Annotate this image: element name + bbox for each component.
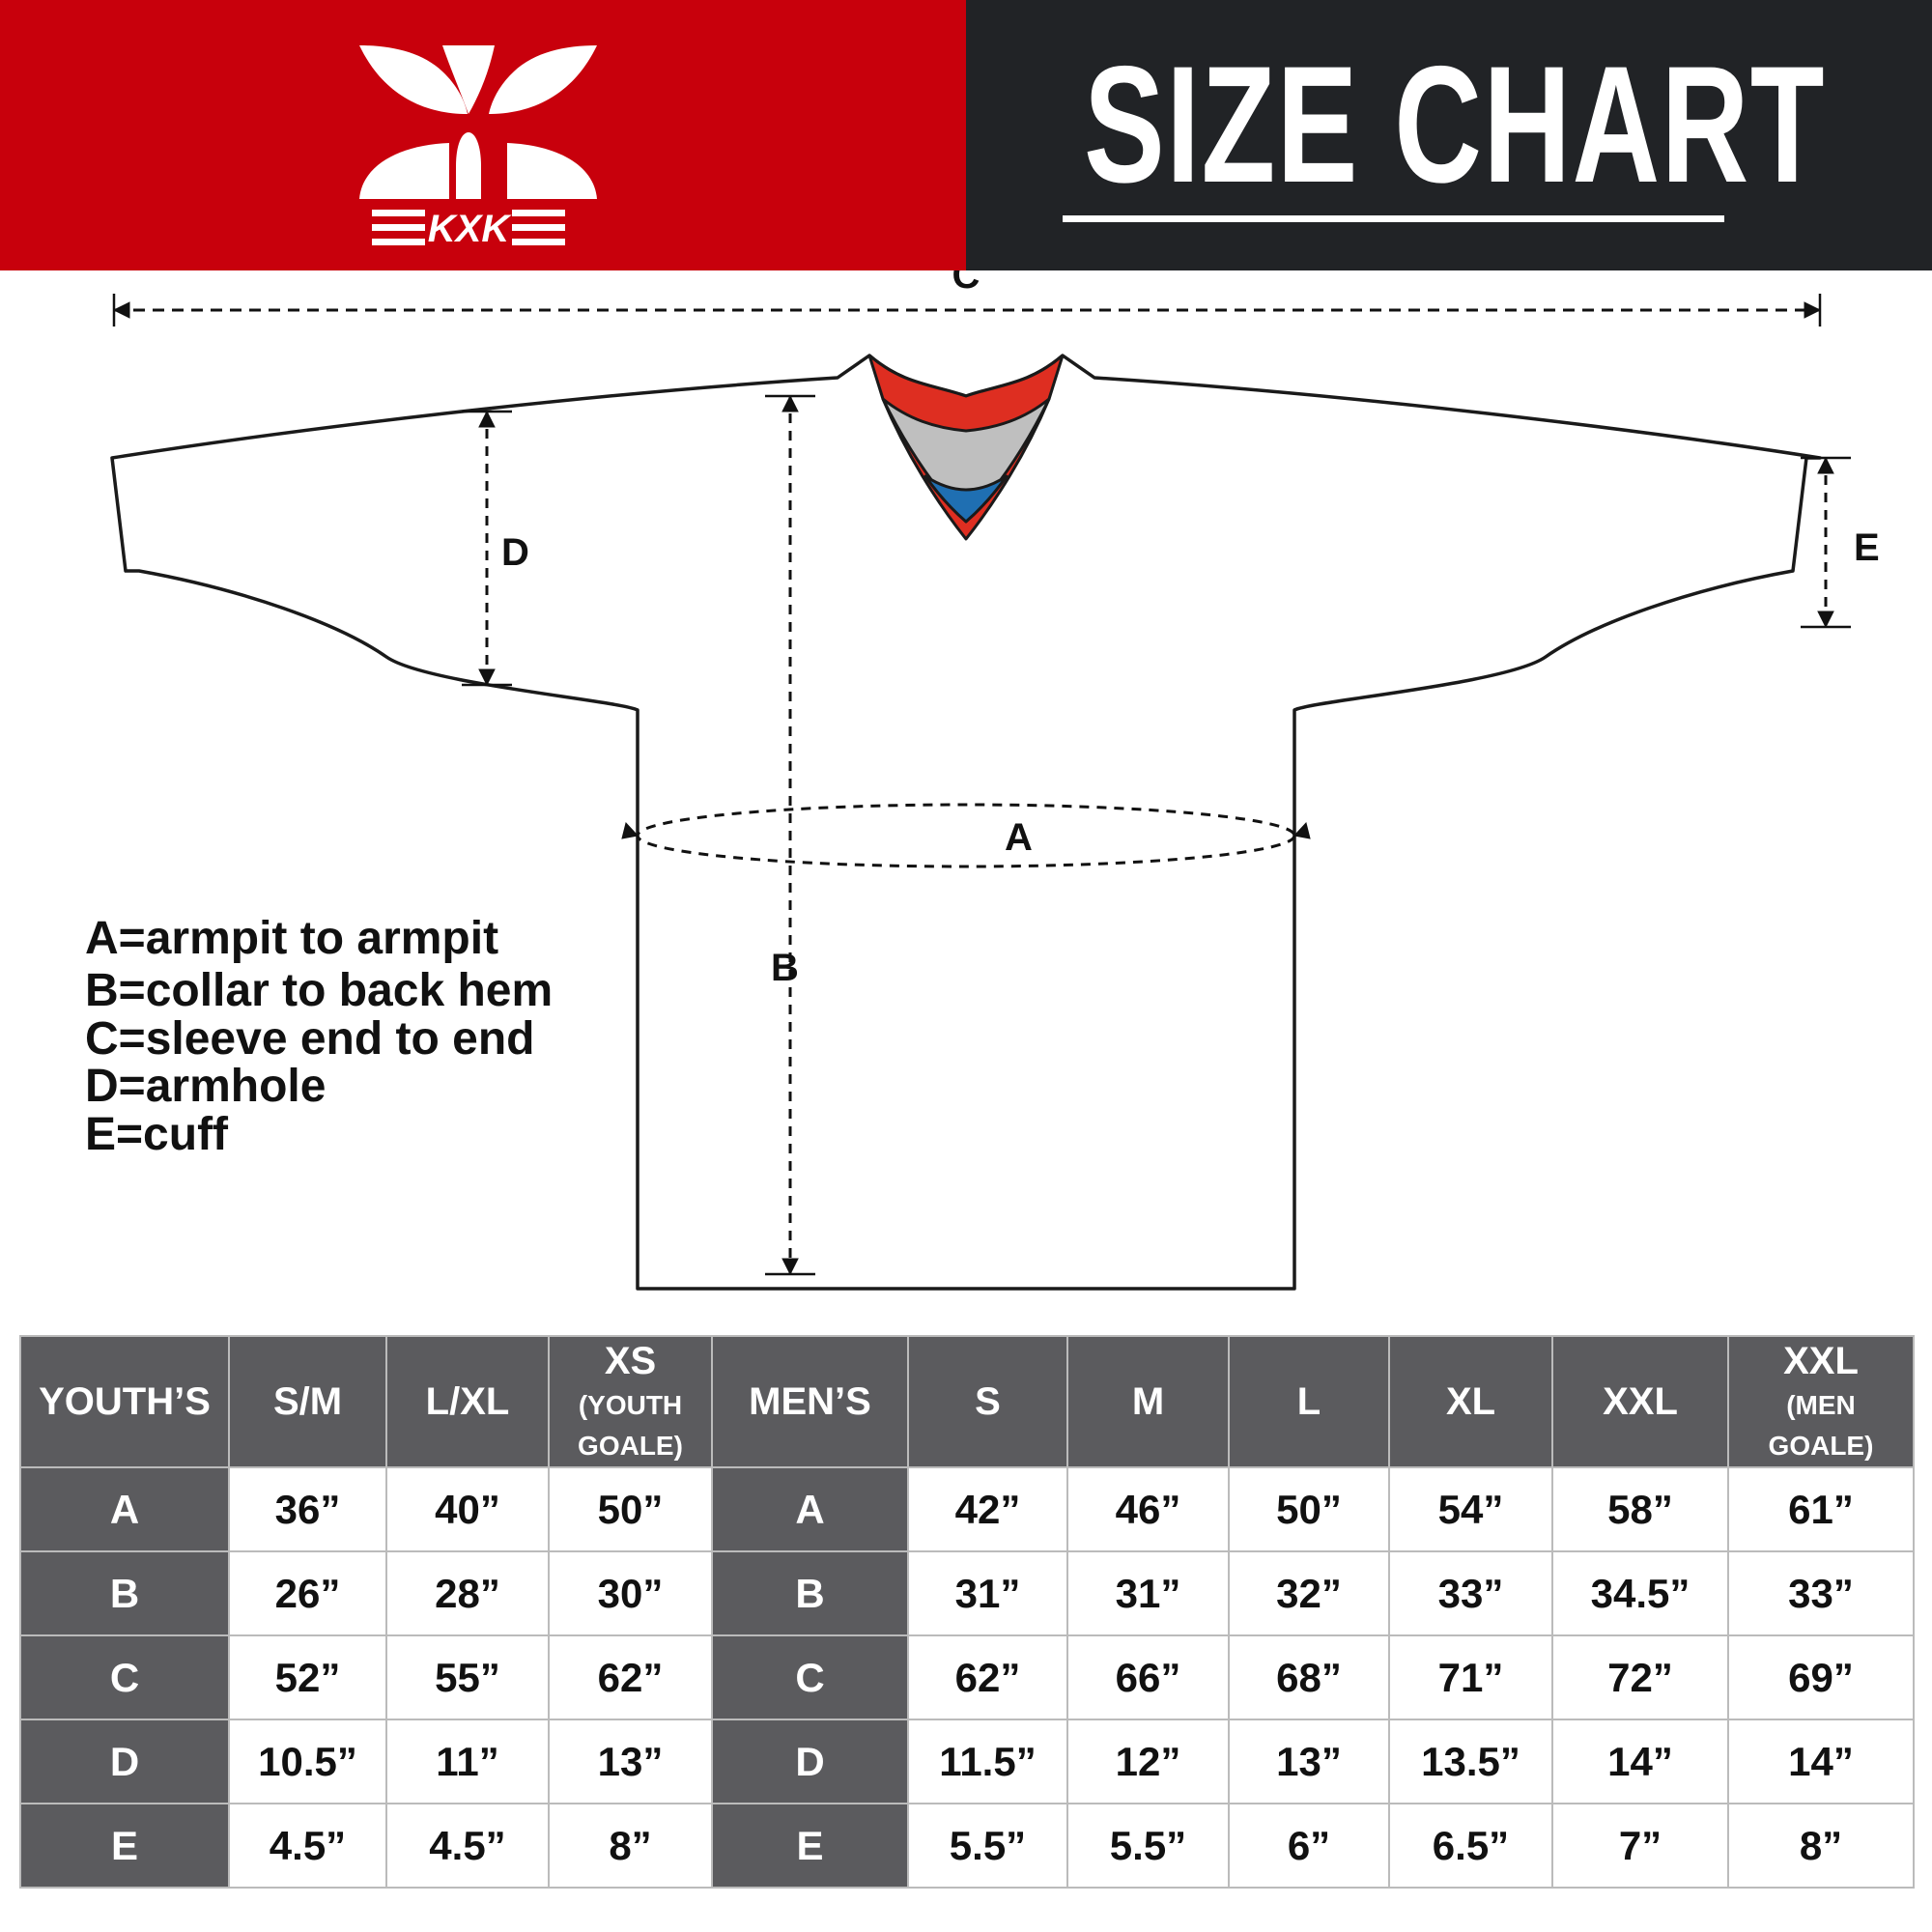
svg-text:E=cuff: E=cuff <box>85 1109 229 1160</box>
svg-text:C=sleeve end to end: C=sleeve end to end <box>85 1013 535 1065</box>
svg-text:B=collar to back hem: B=collar to back hem <box>85 965 553 1016</box>
svg-text:E: E <box>1854 526 1880 569</box>
svg-text:A=armpit to armpit: A=armpit to armpit <box>85 913 498 964</box>
svg-text:D=armhole: D=armhole <box>85 1061 326 1112</box>
svg-text:A: A <box>1005 816 1033 859</box>
svg-text:B: B <box>771 947 799 989</box>
svg-text:KXK: KXK <box>428 208 513 250</box>
svg-text:C: C <box>952 270 980 297</box>
svg-text:D: D <box>501 531 529 574</box>
